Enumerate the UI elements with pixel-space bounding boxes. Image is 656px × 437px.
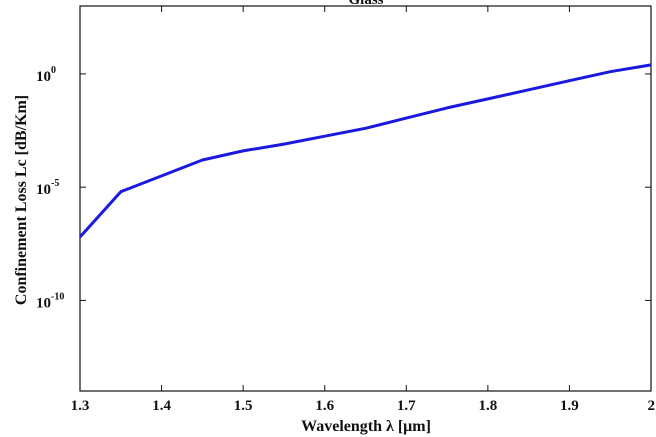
series-line bbox=[78, 63, 652, 239]
x-axis-label: Wavelength λ [μm] bbox=[301, 418, 431, 435]
x-tick-label: 1.4 bbox=[152, 398, 171, 414]
y-tick-label: 10-10 bbox=[36, 291, 64, 311]
y-axis-label: Confinement Loss Lc [dB/Km] bbox=[13, 95, 30, 305]
y-tick-label: 10-5 bbox=[36, 178, 59, 198]
x-tick-label: 1.3 bbox=[71, 398, 90, 414]
x-tick-label: 1.6 bbox=[315, 398, 334, 414]
x-tick-label: 1.9 bbox=[560, 398, 579, 414]
series-layer bbox=[78, 63, 652, 239]
plot-area-frame bbox=[79, 5, 652, 392]
x-tick-label: 1.5 bbox=[234, 398, 253, 414]
x-tick-label: 1.7 bbox=[397, 398, 416, 414]
x-tick-label: 1.8 bbox=[478, 398, 497, 414]
x-axis-ticks: 1.3 1.4 1.5 1.6 1.7 1.8 1.9 2 bbox=[71, 6, 655, 414]
x-tick-label: 2 bbox=[648, 398, 656, 414]
y-tick-label: 100 bbox=[36, 65, 56, 85]
y-axis-ticks: 100 10-5 10-10 bbox=[36, 65, 651, 311]
chart-title: Glass bbox=[348, 0, 383, 8]
